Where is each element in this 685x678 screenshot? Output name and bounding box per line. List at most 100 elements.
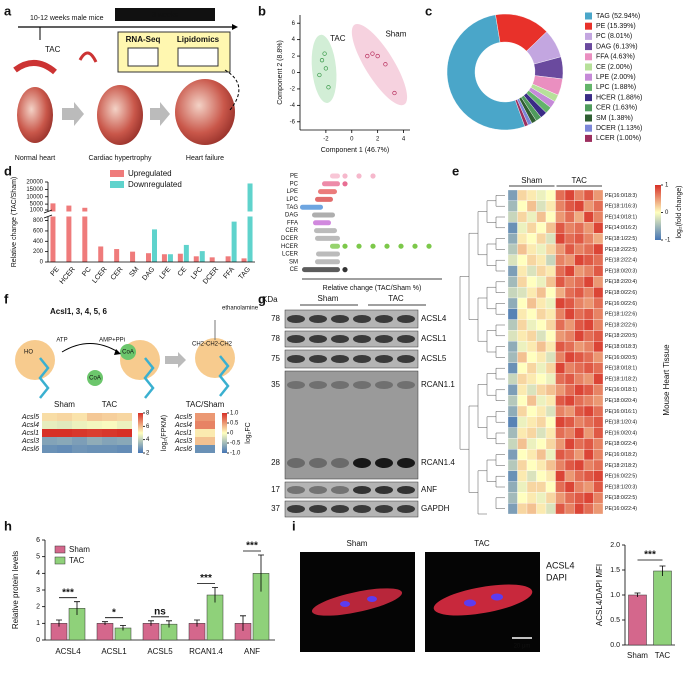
band: [287, 335, 305, 343]
heat-cell: [517, 254, 528, 266]
heat-cell: [555, 200, 566, 212]
dendrogram: [486, 243, 496, 266]
row-label: PE(18:2/22:5): [605, 247, 637, 253]
heat-cell: [583, 470, 594, 482]
band: [331, 315, 349, 323]
heat-cell: [593, 200, 604, 212]
coenzyme-label: CoA: [89, 376, 101, 382]
dendrogram: [477, 470, 487, 515]
heat-cell: [526, 416, 537, 428]
heat-cell: [536, 297, 547, 309]
band: [309, 335, 327, 343]
bar: [167, 254, 173, 262]
panel-label: f: [4, 291, 9, 306]
heat-cell: [526, 351, 537, 363]
heat-cell: [507, 254, 518, 266]
heat-cell: [536, 351, 547, 363]
blot: [284, 500, 419, 518]
colorbar: [222, 413, 227, 453]
heat-cell: [507, 276, 518, 288]
x-tick-label: DCER: [202, 266, 220, 286]
series-label: Sham: [385, 30, 406, 39]
heat-cell: [574, 222, 585, 234]
distribution: [330, 243, 340, 249]
x-tick-label: LPE: [158, 266, 172, 281]
heat-cell: [555, 362, 566, 374]
error-bar: [240, 615, 246, 631]
heat-cell: [536, 243, 547, 255]
blot: [284, 309, 419, 329]
band: [397, 315, 415, 323]
band: [287, 505, 305, 513]
band-label: ACSL5: [421, 354, 447, 363]
heat-cell: [574, 470, 585, 482]
x-tick-label: ACSL4: [55, 647, 81, 656]
heat-cell: [555, 222, 566, 234]
heat-cell: [526, 330, 537, 342]
colorbar-tick-label: -1: [665, 238, 671, 244]
row-label: PE(16:0/20:5): [605, 355, 637, 361]
row-label: PE(18:0/20:3): [605, 268, 637, 274]
bar: [82, 207, 88, 262]
heat-cell: [593, 405, 604, 417]
row-label: DCER: [281, 236, 299, 242]
band: [375, 381, 393, 389]
x-tick-label: PE: [50, 266, 62, 278]
heat-cell: [117, 437, 132, 445]
row-label: Acsl4: [21, 422, 39, 429]
band: [375, 486, 393, 494]
heat-cell: [593, 438, 604, 450]
heat-cell: [517, 297, 528, 309]
legend-swatch: [585, 83, 592, 91]
colorbar: [655, 185, 661, 240]
band: [287, 381, 305, 389]
row-label: PE(16:0/18:3): [605, 193, 637, 199]
bar: [225, 256, 231, 262]
heat-cell: [526, 395, 537, 407]
heat-cell: [536, 265, 547, 277]
heat-cell: [87, 421, 102, 429]
heat-cell: [583, 395, 594, 407]
y-tick-label: 1: [36, 620, 40, 627]
kda-label: 78: [271, 334, 280, 343]
heat-cell: [583, 351, 594, 363]
point: [370, 51, 375, 56]
heat-cell: [507, 351, 518, 363]
bar: [114, 249, 120, 262]
y-tick-label: 4: [292, 37, 296, 43]
heat-cell: [583, 384, 594, 396]
bar: [130, 251, 136, 262]
channel-label: ACSL4: [546, 560, 575, 570]
heat-cell: [536, 492, 547, 504]
bar: [96, 623, 114, 641]
heat-cell: [102, 413, 117, 421]
heat-cell: [545, 470, 556, 482]
point: [365, 53, 370, 59]
heat-cell: [507, 449, 518, 461]
heat-cell: [574, 459, 585, 471]
heat-cell: [593, 492, 604, 504]
distribution: [302, 267, 340, 273]
legend-swatch: [585, 114, 592, 122]
heat-cell: [526, 470, 537, 482]
significance: ns: [154, 606, 166, 617]
row-label: PE(18:0/18:3): [605, 344, 637, 350]
heat-cell: [536, 459, 547, 471]
outlier: [356, 173, 362, 179]
heat-cell: [545, 427, 556, 439]
heat-cell: [574, 384, 585, 396]
dendrogram: [495, 238, 505, 250]
duration-label: 3 weeks: [152, 12, 178, 19]
heat-cell: [555, 449, 566, 461]
side-label: Mouse Heart Tissue: [662, 344, 671, 416]
heat-cell: [536, 211, 547, 223]
heat-cell: [42, 421, 57, 429]
heat-cell: [593, 308, 604, 320]
legend-label: LPE (2.00%): [596, 74, 636, 81]
heat-cell: [574, 449, 585, 461]
x-tick-label: TAC: [655, 651, 671, 660]
heat-cell: [545, 395, 556, 407]
colorbar-tick-label: 8: [146, 411, 150, 417]
significance: *: [112, 607, 116, 618]
y-tick-label: 10000: [26, 194, 43, 200]
